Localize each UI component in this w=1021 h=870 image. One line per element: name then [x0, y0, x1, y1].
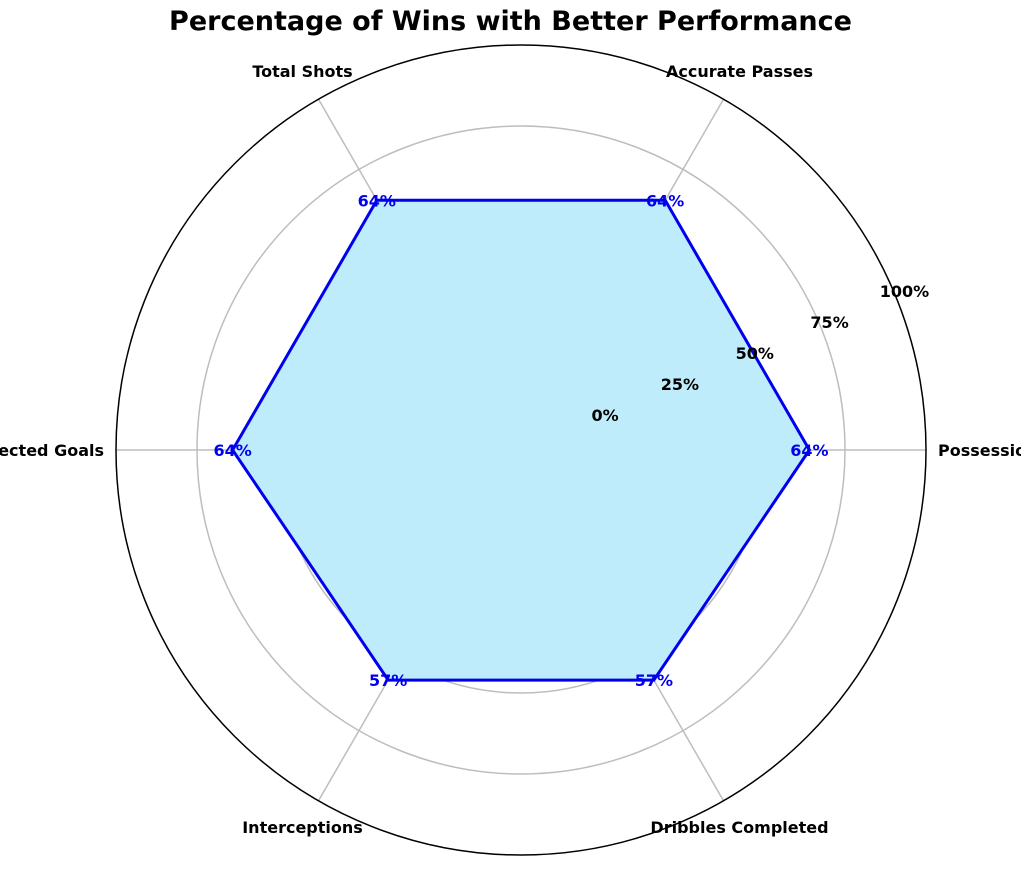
outer-frame — [115, 44, 927, 856]
r-tick-label-100: 100% — [880, 282, 929, 301]
r-tick-label-50: 50% — [736, 344, 774, 363]
r-tick-label-0: 0% — [591, 406, 618, 425]
category-label-5: Dribbles Completed — [650, 818, 828, 837]
series-line — [230, 198, 812, 682]
value-label-2: 64% — [358, 191, 396, 210]
series-layer — [230, 198, 812, 682]
value-label-5: 57% — [635, 671, 673, 690]
r-tick-label-25: 25% — [661, 375, 699, 394]
value-label-4: 57% — [369, 671, 407, 690]
value-label-0: 64% — [790, 441, 828, 460]
r-tick-label-75: 75% — [810, 313, 848, 332]
label-layer: 0% 25% 50% 75% 100% 64% 64% 64% 64% 57% 57% Possess… — [0, 62, 1021, 837]
category-label-3: Expected Goals — [0, 441, 104, 460]
category-label-2: Total Shots — [252, 62, 352, 81]
chart-title: Percentage of Wins with Better Performan… — [169, 6, 852, 37]
category-label-4: Interceptions — [242, 818, 363, 837]
category-label-1: Accurate Passes — [666, 62, 813, 81]
value-label-1: 64% — [646, 191, 684, 210]
category-label-0: Possession — [938, 441, 1021, 460]
series-fill — [232, 200, 810, 681]
value-label-3: 64% — [213, 441, 251, 460]
